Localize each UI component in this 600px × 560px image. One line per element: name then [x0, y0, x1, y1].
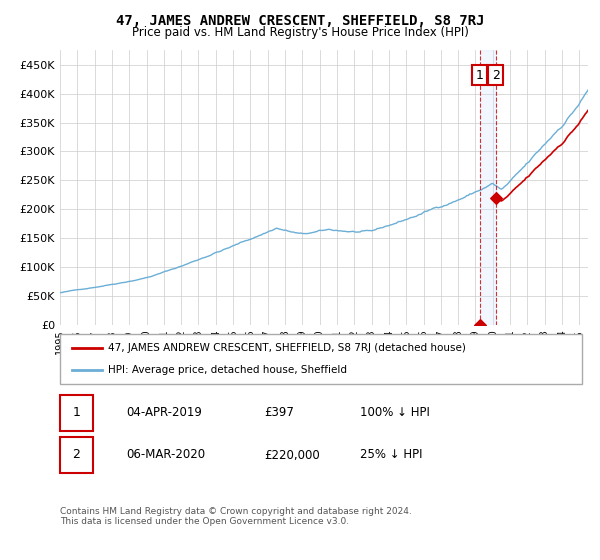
Text: 25% ↓ HPI: 25% ↓ HPI	[360, 449, 422, 461]
Text: 04-APR-2019: 04-APR-2019	[126, 407, 202, 419]
Text: 1: 1	[72, 407, 80, 419]
Text: 2: 2	[72, 449, 80, 461]
Bar	[480, 50, 496, 325]
Text: HPI: Average price, detached house, Sheffield: HPI: Average price, detached house, Shef…	[108, 365, 347, 375]
Text: 06-MAR-2020: 06-MAR-2020	[126, 449, 205, 461]
Text: 1: 1	[476, 68, 484, 82]
Text: 100% ↓ HPI: 100% ↓ HPI	[360, 407, 430, 419]
Text: Price paid vs. HM Land Registry's House Price Index (HPI): Price paid vs. HM Land Registry's House …	[131, 26, 469, 39]
Text: 2: 2	[492, 68, 500, 82]
Point	[475, 320, 485, 329]
Text: 47, JAMES ANDREW CRESCENT, SHEFFIELD, S8 7RJ (detached house): 47, JAMES ANDREW CRESCENT, SHEFFIELD, S8…	[108, 343, 466, 353]
Point	[491, 193, 500, 202]
Text: £397: £397	[264, 407, 294, 419]
Text: £220,000: £220,000	[264, 449, 320, 461]
Text: Contains HM Land Registry data © Crown copyright and database right 2024.
This d: Contains HM Land Registry data © Crown c…	[60, 507, 412, 526]
Text: 47, JAMES ANDREW CRESCENT, SHEFFIELD, S8 7RJ: 47, JAMES ANDREW CRESCENT, SHEFFIELD, S8…	[116, 14, 484, 28]
Point	[475, 320, 485, 329]
